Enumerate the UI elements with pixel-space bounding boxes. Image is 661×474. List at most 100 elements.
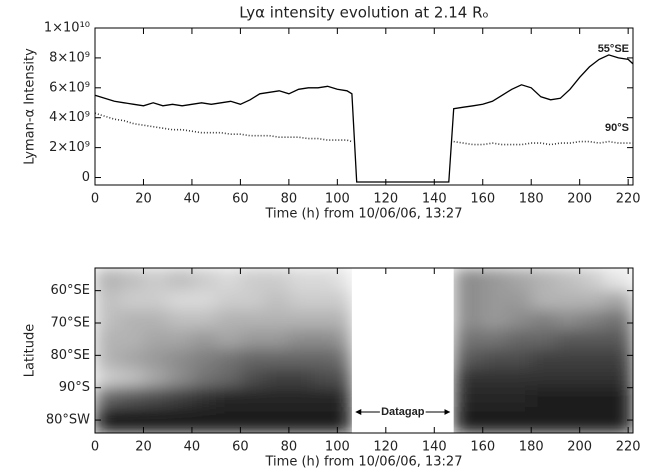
heatmap-cell [506,310,532,330]
heatmap-cell [337,407,352,433]
x-axis-label: Time (h) from 10/06/06, 13:27 [265,455,463,470]
x-tick-label: 40 [184,192,201,207]
heatmap-cell [191,348,217,369]
heatmap-cell [95,290,120,311]
heatmap-cell [313,268,338,292]
x-tick-label: 120 [373,192,398,207]
x-axis-label: Time (h) from 10/06/06, 13:27 [265,207,463,222]
heatmap-cell [603,268,633,292]
heatmap-cell [288,329,314,350]
x-tick-label: 0 [91,440,99,455]
heatmap-cell [95,387,120,408]
heatmap-cell [531,368,556,389]
plot-frame [94,267,634,434]
heatmap-cell [119,387,144,408]
heatmap-cell [240,310,266,330]
heatmap-cell [482,407,508,433]
x-tick-label: 60 [232,192,249,207]
heatmap-cell [119,368,144,389]
heatmap-cell [264,290,290,311]
y-axis-label: Lyman-α Intensity [23,48,38,165]
heatmap-cell [531,387,556,408]
heatmap-cell [288,348,314,369]
heatmap-cell [288,407,314,433]
heatmap-cell [337,348,352,369]
heatmap-cell [191,387,217,408]
heatmap-cell [191,407,217,433]
heatmap-cell [264,329,290,350]
heatmap-cell [143,268,169,292]
heatmap-cell [506,368,532,389]
heatmap-cell [337,310,352,330]
y-tick-label: 80°SW [46,413,90,428]
heatmap-cell [482,387,508,408]
heatmap-cell [216,290,241,311]
heatmap-cell [288,290,314,311]
heatmap-cell [143,329,169,350]
heatmap-cell [143,310,169,330]
heatmap-cell [337,290,352,311]
heatmap-cell [119,268,144,292]
heatmap-cell [264,268,290,292]
x-tick-label: 200 [567,192,592,207]
heatmap-cell [555,290,581,311]
heatmap-cell [119,407,144,433]
heatmap-cell [482,310,508,330]
heatmap-cell [240,329,266,350]
heatmap-cell [264,348,290,369]
heatmap-cell [453,348,484,369]
heatmap-cell [95,268,120,292]
heatmap-cell [119,348,144,369]
x-tick-label: 80 [281,440,298,455]
heatmap-cell [288,268,314,292]
y-axis-label: Latitude [23,324,38,378]
heatmap-cell [240,407,266,433]
x-tick-label: 100 [325,440,350,455]
heatmap-cell [482,329,508,350]
series-label: 55°SE [598,43,629,55]
heatmap-cell [167,310,193,330]
heatmap-cell [337,329,352,350]
heatmap-cell [143,407,169,433]
x-tick-label: 20 [135,440,152,455]
heatmap-cell [453,310,484,330]
heatmap-cell [603,348,633,369]
y-tick-label: 2×10⁹ [49,140,90,155]
heatmap-cell [167,290,193,311]
heatmap-cell [603,290,633,311]
heatmap-cell [167,368,193,389]
heatmap-cell [313,387,338,408]
chart-title: Lyα intensity evolution at 2.14 Rₒ [239,4,488,22]
heatmap-cell [288,310,314,330]
x-tick-label: 200 [567,440,592,455]
heatmap-cell [240,387,266,408]
heatmap-cell [313,407,338,433]
heatmap-cell [264,387,290,408]
heatmap-cell [264,368,290,389]
heatmap-cell [453,407,484,433]
heatmap-cell [95,368,120,389]
heatmap-cell [453,268,484,292]
series-label: 90°S [605,122,629,134]
heatmap-cell [482,368,508,389]
heatmap-cell [264,407,290,433]
heatmap-cell [579,329,605,350]
heatmap-cells [95,268,352,433]
heatmap-cell [555,387,581,408]
heatmap-cell [453,290,484,311]
heatmap-cell [119,290,144,311]
heatmap-cell [555,310,581,330]
x-tick-label: 0 [91,192,99,207]
heatmap-cell [95,329,120,350]
heatmap-cell [506,290,532,311]
heatmap-cell [506,387,532,408]
heatmap-cell [453,329,484,350]
heatmap-cell [453,387,484,408]
heatmap-cell [555,407,581,433]
heatmap-cell [531,268,556,292]
heatmap-cell [167,407,193,433]
heatmap-cell [167,348,193,369]
heatmap-cell [579,310,605,330]
heatmap-cell [313,348,338,369]
